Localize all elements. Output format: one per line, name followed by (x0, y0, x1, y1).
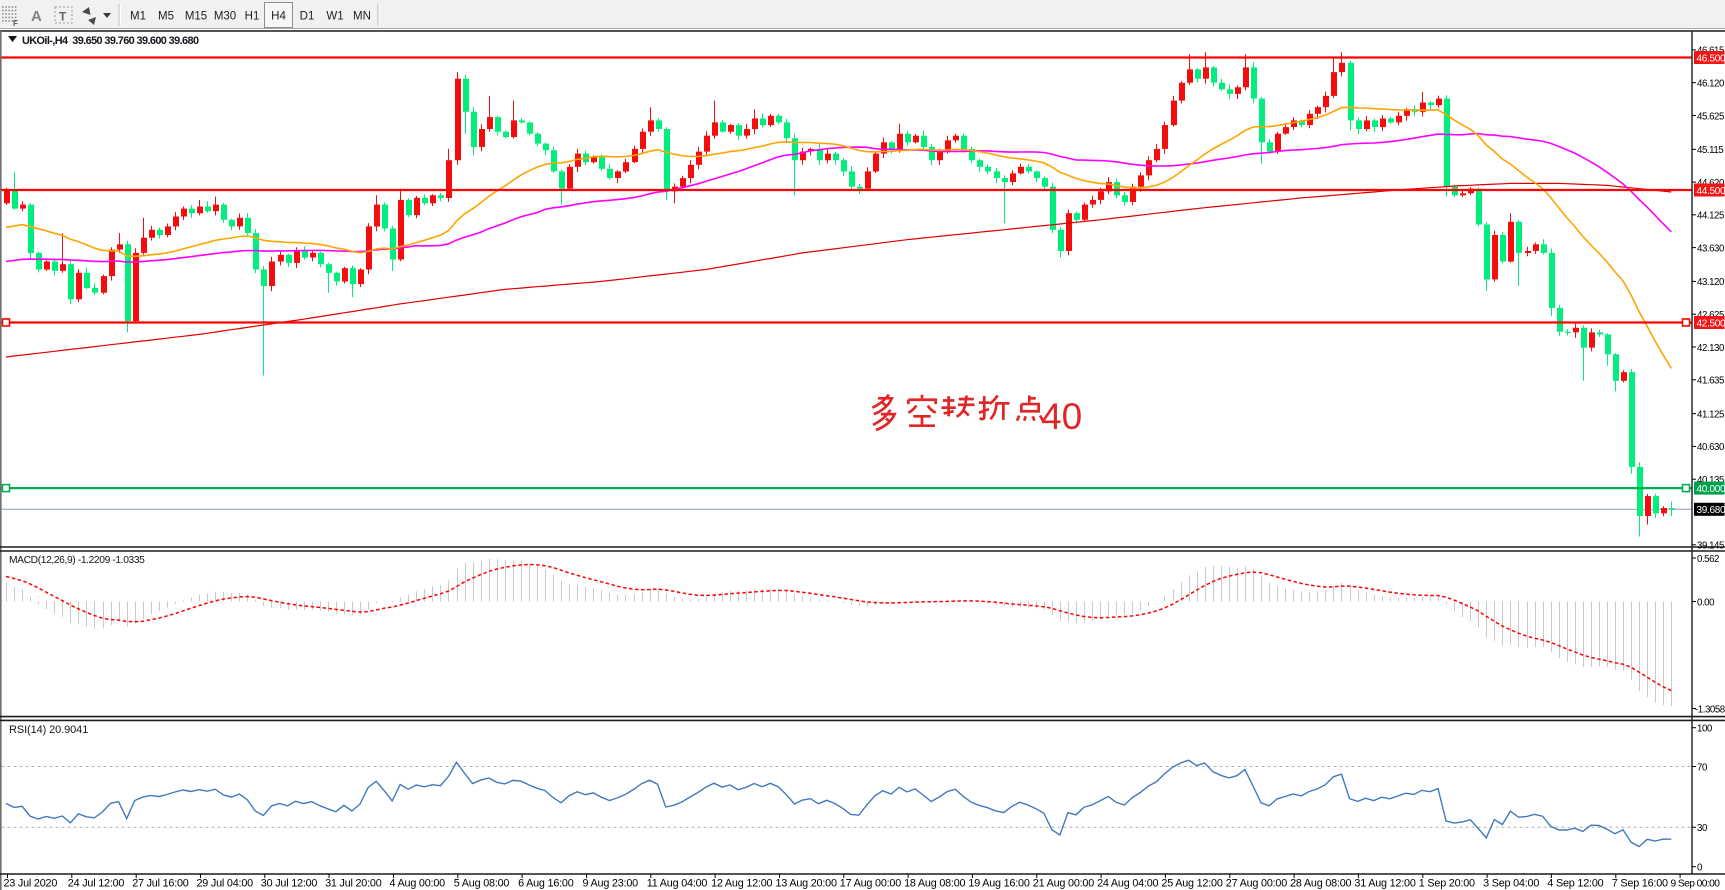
svg-text:6 Aug 16:00: 6 Aug 16:00 (518, 878, 574, 890)
svg-text:H4: H4 (271, 11, 286, 23)
svg-text:24 Aug 04:00: 24 Aug 04:00 (1097, 878, 1158, 890)
svg-text:W1: W1 (326, 11, 343, 23)
svg-text:18 Aug 08:00: 18 Aug 08:00 (904, 878, 965, 890)
svg-text:42.625: 42.625 (1697, 310, 1724, 321)
svg-text:9 Aug 23:00: 9 Aug 23:00 (583, 878, 639, 890)
svg-text:3 Sep 04:00: 3 Sep 04:00 (1483, 878, 1539, 890)
svg-text:RSI(14) 20.9041: RSI(14) 20.9041 (9, 724, 88, 736)
svg-text:39.145: 39.145 (1697, 541, 1724, 552)
svg-text:M1: M1 (130, 11, 146, 23)
svg-text:24 Jul 12:00: 24 Jul 12:00 (68, 878, 125, 890)
svg-text:44.500: 44.500 (1697, 186, 1725, 197)
svg-text:43.630: 43.630 (1697, 243, 1725, 254)
svg-text:39.680: 39.680 (1697, 505, 1725, 516)
svg-text:27 Aug 00:00: 27 Aug 00:00 (1226, 878, 1287, 890)
svg-text:46.500: 46.500 (1697, 53, 1725, 64)
svg-text:9 Sep 00:00: 9 Sep 00:00 (1671, 879, 1721, 890)
svg-text:7 Sep 16:00: 7 Sep 16:00 (1612, 878, 1668, 890)
svg-text:4 Aug 00:00: 4 Aug 00:00 (390, 878, 446, 890)
svg-text:5 Aug 08:00: 5 Aug 08:00 (454, 878, 510, 890)
svg-text:43.120: 43.120 (1697, 277, 1725, 288)
svg-text:UKOil-,H4 39.650 39.760 39.60: UKOil-,H4 39.650 39.760 39.600 39.680 (22, 35, 199, 47)
svg-text:100: 100 (1697, 724, 1713, 735)
svg-text:45.115: 45.115 (1697, 145, 1723, 156)
svg-text:0: 0 (1697, 863, 1703, 874)
svg-text:11 Aug 04:00: 11 Aug 04:00 (647, 878, 708, 890)
svg-text:40.630: 40.630 (1697, 442, 1725, 453)
svg-text:F: F (13, 19, 18, 28)
svg-text:70: 70 (1697, 762, 1708, 773)
svg-text:42.500: 42.500 (1697, 318, 1725, 329)
svg-text:D1: D1 (300, 11, 315, 23)
svg-text:M15: M15 (185, 11, 207, 23)
svg-text:27 Jul 16:00: 27 Jul 16:00 (132, 878, 189, 890)
svg-text:21 Aug 00:00: 21 Aug 00:00 (1033, 878, 1094, 890)
svg-text:-1.3058: -1.3058 (1695, 704, 1725, 715)
svg-text:MN: MN (353, 11, 371, 23)
svg-text:MACD(12,26,9) -1.2209 -1.0335: MACD(12,26,9) -1.2209 -1.0335 (9, 555, 145, 566)
svg-text:40: 40 (1041, 396, 1082, 437)
svg-text:44.620: 44.620 (1697, 178, 1725, 189)
svg-text:M30: M30 (214, 11, 236, 23)
svg-text:H1: H1 (245, 11, 260, 23)
svg-text:12 Aug 12:00: 12 Aug 12:00 (711, 878, 772, 890)
svg-text:T: T (59, 10, 67, 24)
svg-text:4 Sep 12:00: 4 Sep 12:00 (1547, 878, 1603, 890)
svg-text:30: 30 (1697, 823, 1708, 834)
svg-text:0.562: 0.562 (1697, 554, 1719, 565)
svg-text:40.000: 40.000 (1697, 484, 1725, 495)
svg-text:19 Aug 16:00: 19 Aug 16:00 (968, 878, 1029, 890)
svg-text:45.625: 45.625 (1697, 111, 1724, 122)
svg-text:31 Jul 20:00: 31 Jul 20:00 (325, 878, 382, 890)
svg-text:1 Sep 20:00: 1 Sep 20:00 (1419, 878, 1475, 890)
svg-text:29 Jul 04:00: 29 Jul 04:00 (197, 878, 254, 890)
svg-text:17 Aug 00:00: 17 Aug 00:00 (840, 878, 901, 890)
svg-text:A: A (31, 8, 42, 25)
svg-text:0.00: 0.00 (1697, 597, 1715, 608)
svg-text:28 Aug 08:00: 28 Aug 08:00 (1290, 878, 1351, 890)
svg-text:13 Aug 20:00: 13 Aug 20:00 (776, 878, 837, 890)
svg-text:M5: M5 (158, 11, 174, 23)
svg-text:41.635: 41.635 (1697, 376, 1724, 387)
svg-text:41.125: 41.125 (1697, 409, 1724, 420)
svg-text:25 Aug 12:00: 25 Aug 12:00 (1161, 878, 1222, 890)
svg-text:30 Jul 12:00: 30 Jul 12:00 (261, 878, 318, 890)
svg-text:23 Jul 2020: 23 Jul 2020 (4, 878, 58, 890)
svg-text:31 Aug 12:00: 31 Aug 12:00 (1354, 878, 1415, 890)
svg-text:40.135: 40.135 (1697, 475, 1724, 486)
svg-text:46.120: 46.120 (1697, 79, 1725, 90)
svg-text:44.125: 44.125 (1697, 211, 1724, 222)
svg-text:42.130: 42.130 (1697, 343, 1725, 354)
